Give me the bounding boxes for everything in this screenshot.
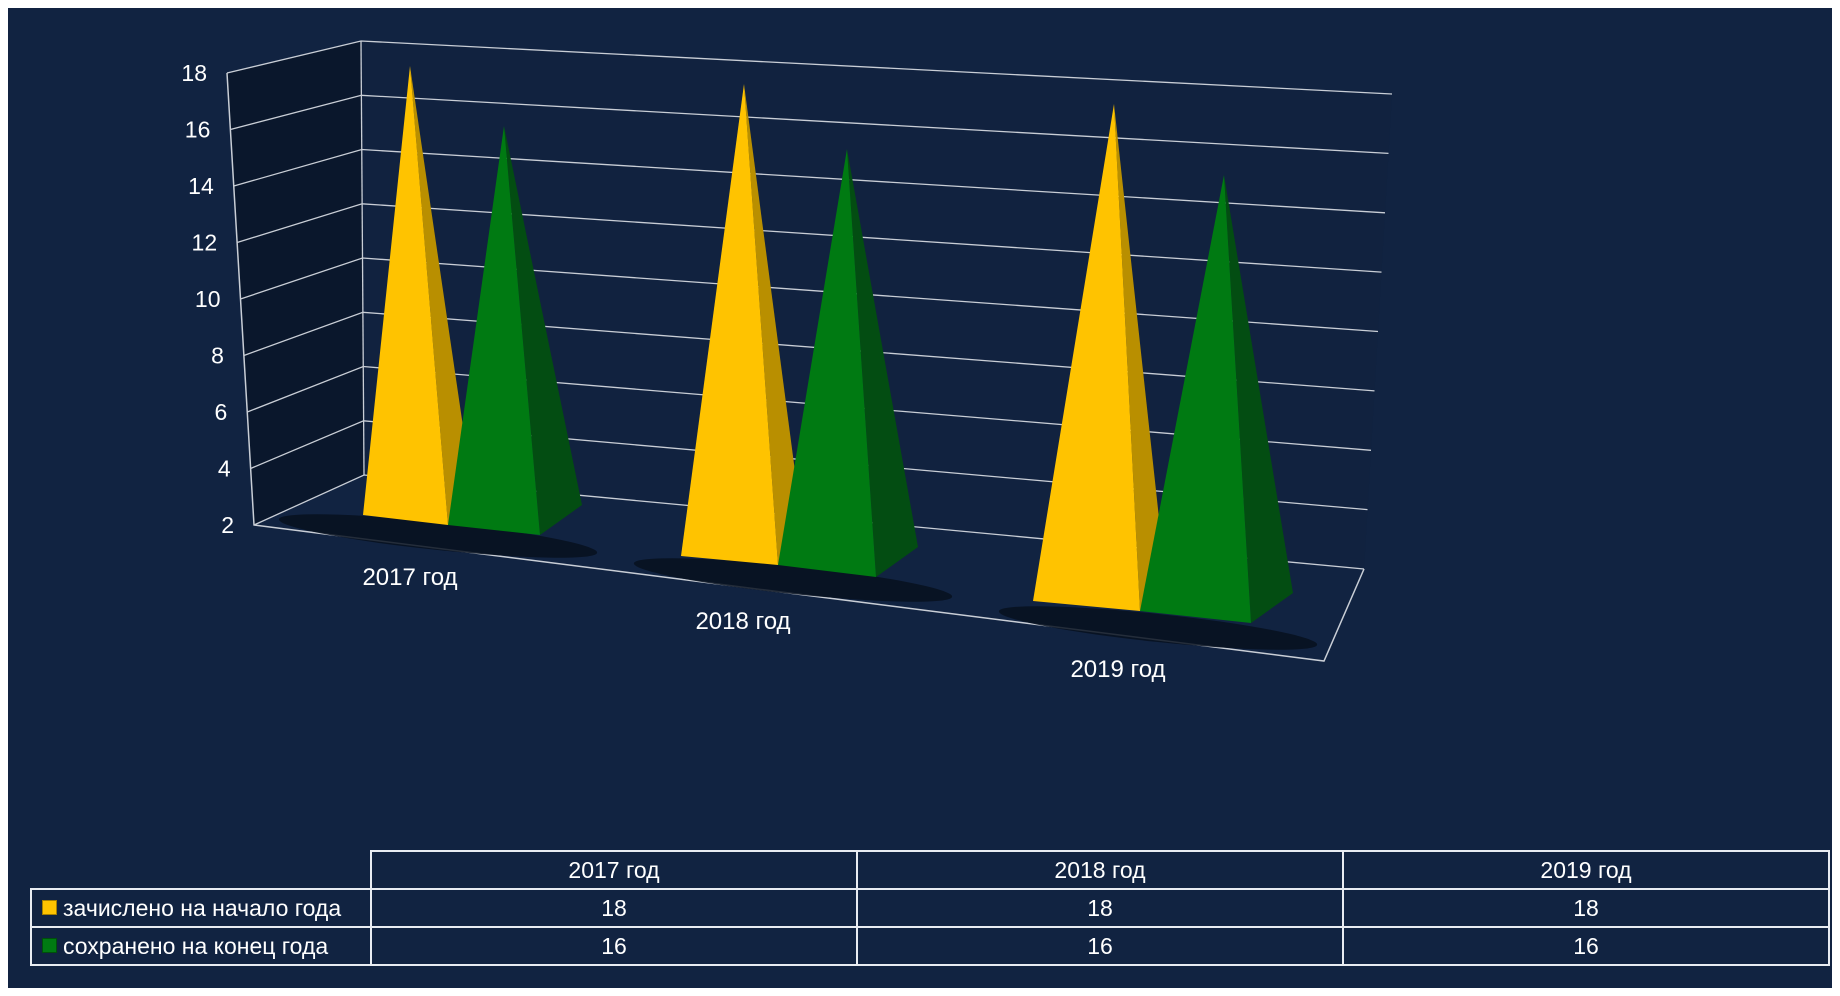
bar-pyramid (778, 149, 876, 577)
table-cell: 16 (856, 926, 1344, 966)
y-tick-label: 18 (181, 60, 207, 86)
side-wall (227, 41, 364, 525)
y-tick-label: 8 (211, 343, 224, 369)
yellow-legend-key-icon (42, 899, 57, 915)
y-tick-label: 16 (185, 117, 211, 143)
pyramid-shadow (633, 558, 953, 602)
table-cell: 18 (856, 888, 1344, 928)
bar-pyramid-side (1114, 104, 1168, 611)
x-tick-label: 2019 год (1070, 656, 1165, 683)
table-row: зачислено на начало года 18 18 18 (30, 888, 1830, 928)
bar-pyramid-side (1224, 175, 1293, 623)
bar-pyramid (448, 126, 540, 535)
table-header-2017: 2017 год (370, 850, 858, 890)
table-cell: 18 (370, 888, 858, 928)
x-tick-label: 2017 год (362, 564, 457, 591)
chart-area: 2 4 6 8 10 12 14 16 18 2017 год 2018 год 2019 год (8, 8, 1832, 988)
data-table: 2017 год 2018 год 2019 год зачислено на … (30, 850, 1830, 966)
y-tick-label: 6 (214, 399, 227, 425)
pyramid-shadow (278, 514, 598, 558)
table-cell: 16 (1342, 926, 1830, 966)
bar-pyramid-side (744, 84, 806, 565)
pyramid-shadow (998, 606, 1318, 650)
table-header-2018: 2018 год (856, 850, 1344, 890)
table-row: сохранено на конец года 16 16 16 (30, 926, 1830, 966)
table-cell: 16 (370, 926, 858, 966)
pyramid-chart: 2 4 6 8 10 12 14 16 18 2017 год 2018 год 2019 год (181, 40, 1393, 683)
table-cell: 18 (1342, 888, 1830, 928)
y-tick-label: 2 (221, 512, 234, 538)
y-tick-label: 14 (188, 173, 214, 199)
table-row-label-text: зачислено на начало года (63, 894, 342, 921)
table-row-label-text: сохранено на конец года (63, 932, 329, 959)
x-tick-label: 2018 год (695, 608, 790, 635)
bar-pyramid-side (504, 126, 582, 535)
green-legend-key-icon (42, 937, 57, 953)
table-row-label: сохранено на конец года (30, 926, 372, 966)
y-tick-label: 4 (218, 456, 231, 482)
table-header-2019: 2019 год (1342, 850, 1830, 890)
bar-pyramid (1033, 104, 1140, 611)
table-row-label: зачислено на начало года (30, 888, 372, 928)
bar-pyramid (1140, 175, 1251, 623)
bar-pyramid (363, 66, 448, 525)
y-tick-label: 12 (192, 230, 218, 256)
table-corner-cell (31, 851, 371, 889)
bar-pyramid-side (410, 66, 476, 525)
bar-pyramid (681, 84, 778, 565)
y-tick-label: 10 (195, 286, 221, 312)
back-corner-edge (360, 40, 365, 476)
table-header-row: 2017 год 2018 год 2019 год (31, 850, 1830, 890)
bar-pyramid-side (847, 149, 918, 577)
